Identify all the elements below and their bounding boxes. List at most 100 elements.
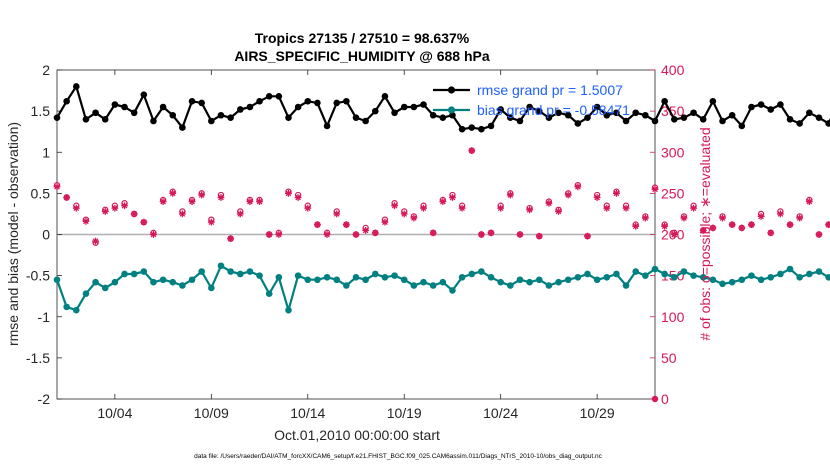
- legend-bias-marker: [447, 106, 456, 114]
- left-tick-label: -1.5: [26, 350, 50, 366]
- rmse-point: [507, 114, 514, 122]
- obs-evaluated-point: [227, 235, 235, 243]
- left-tick-label: -0.5: [26, 268, 50, 284]
- rmse-series: [53, 83, 830, 133]
- bias-point: [140, 268, 148, 275]
- rmse-point: [806, 109, 813, 117]
- rmse-point: [304, 97, 312, 105]
- rmse-point: [815, 114, 823, 122]
- rmse-point: [516, 117, 524, 125]
- bias-point: [593, 276, 601, 284]
- obs-evaluated-point: [63, 194, 71, 201]
- bias-point: [314, 276, 321, 284]
- bias-point: [63, 303, 70, 311]
- obs-evaluated-point: [622, 204, 630, 212]
- x-tick-label: 10/24: [483, 405, 518, 421]
- bias-point: [545, 282, 553, 289]
- bias-point: [526, 278, 533, 286]
- obs-evaluated-point: [670, 231, 678, 238]
- rmse-point: [362, 117, 369, 125]
- rmse-point: [825, 120, 830, 127]
- bias-point: [449, 287, 456, 294]
- obs-evaluated-point: [82, 217, 90, 225]
- legend-bias-label: bias grand pr = -0.58471: [477, 102, 630, 118]
- left-axis-ticks: -2 -1.5 -1 -0.5 0 0.5 1 1.5 2: [26, 62, 62, 407]
- rmse-point: [400, 103, 408, 111]
- left-tick-label: 1.5: [31, 103, 51, 119]
- obs-evaluated-point: [178, 210, 186, 218]
- obs-evaluated-point: [72, 204, 80, 212]
- bias-point: [371, 270, 379, 278]
- bias-point: [92, 278, 99, 286]
- rmse-point: [719, 117, 726, 125]
- obs-evaluated-point: [776, 210, 784, 218]
- obs-evaluated-point: [641, 214, 649, 222]
- obs-evaluated-point: [786, 221, 794, 229]
- rmse-point: [343, 97, 350, 105]
- rmse-point: [777, 101, 784, 108]
- bias-point: [362, 276, 369, 284]
- obs-evaluated-point: [391, 202, 398, 210]
- rmse-point: [101, 116, 109, 123]
- bias-point: [188, 276, 196, 284]
- obs-evaluated-point: [815, 231, 823, 238]
- obs-evaluated-point: [690, 204, 697, 212]
- rmse-point: [642, 111, 649, 119]
- rmse-point: [159, 103, 167, 111]
- legend-rmse-marker: [447, 86, 456, 94]
- obs-evaluated-point: [526, 206, 534, 214]
- bias-point: [574, 273, 582, 281]
- left-tick-label: -2: [38, 391, 51, 407]
- bias-point: [632, 268, 640, 275]
- bias-point: [439, 278, 447, 286]
- obs-evaluated-point: [420, 204, 427, 212]
- rmse-point: [613, 109, 620, 117]
- obs-evaluated-point: [632, 222, 640, 230]
- rmse-point: [217, 111, 225, 119]
- right-tick-label: 50: [661, 350, 677, 366]
- right-axis-label: # of obs: o=possible; ∗=evaluated: [697, 127, 713, 340]
- bias-point: [352, 273, 360, 281]
- obs-evaluated-point: [748, 221, 755, 229]
- obs-evaluated-point: [429, 229, 437, 237]
- rmse-point: [150, 117, 157, 125]
- bias-point: [796, 273, 803, 281]
- obs-evaluated-point: [449, 194, 456, 201]
- obs-evaluated-point: [545, 199, 553, 207]
- obs-evaluated-point: [111, 204, 119, 212]
- x-axis-label: Oct.01,2010 00:00:00 start: [274, 427, 440, 443]
- rmse-point: [169, 111, 177, 119]
- bias-point: [748, 272, 755, 279]
- rmse-point: [236, 106, 244, 113]
- obs-evaluated-point: [805, 198, 813, 205]
- obs-evaluated-point: [207, 218, 215, 226]
- obs-evaluated-point: [256, 198, 263, 205]
- rmse-point: [468, 124, 476, 131]
- obs-evaluated-point: [217, 194, 225, 201]
- x-tick-label: 10/19: [387, 405, 422, 421]
- obs-evaluated-point: [352, 231, 360, 238]
- rmse-point: [728, 111, 736, 119]
- obs-evaluated-point: [680, 214, 688, 222]
- rmse-point: [545, 114, 553, 122]
- bias-point: [208, 284, 215, 292]
- obs-evaluated-point: [458, 204, 466, 212]
- bias-point: [613, 270, 620, 278]
- obs-evaluated-point: [53, 183, 61, 191]
- obs-evaluated-point: [101, 208, 109, 215]
- bias-point: [651, 265, 659, 273]
- bias-point: [670, 273, 678, 281]
- bias-point: [719, 280, 726, 288]
- right-tick-label: 0: [661, 391, 669, 407]
- rmse-point: [458, 125, 466, 133]
- obs-evaluated-point: [477, 231, 485, 238]
- bias-point: [507, 282, 514, 289]
- rmse-point: [420, 101, 427, 108]
- left-tick-label: -1: [38, 309, 51, 325]
- obs-evaluated-point: [796, 214, 804, 222]
- obs-evaluated-point: [381, 218, 389, 226]
- x-tick-label: 10/29: [580, 405, 615, 421]
- obs-evaluated-point: [506, 191, 514, 199]
- left-tick-label: 2: [42, 62, 50, 78]
- obs-evaluated-point: [246, 198, 254, 205]
